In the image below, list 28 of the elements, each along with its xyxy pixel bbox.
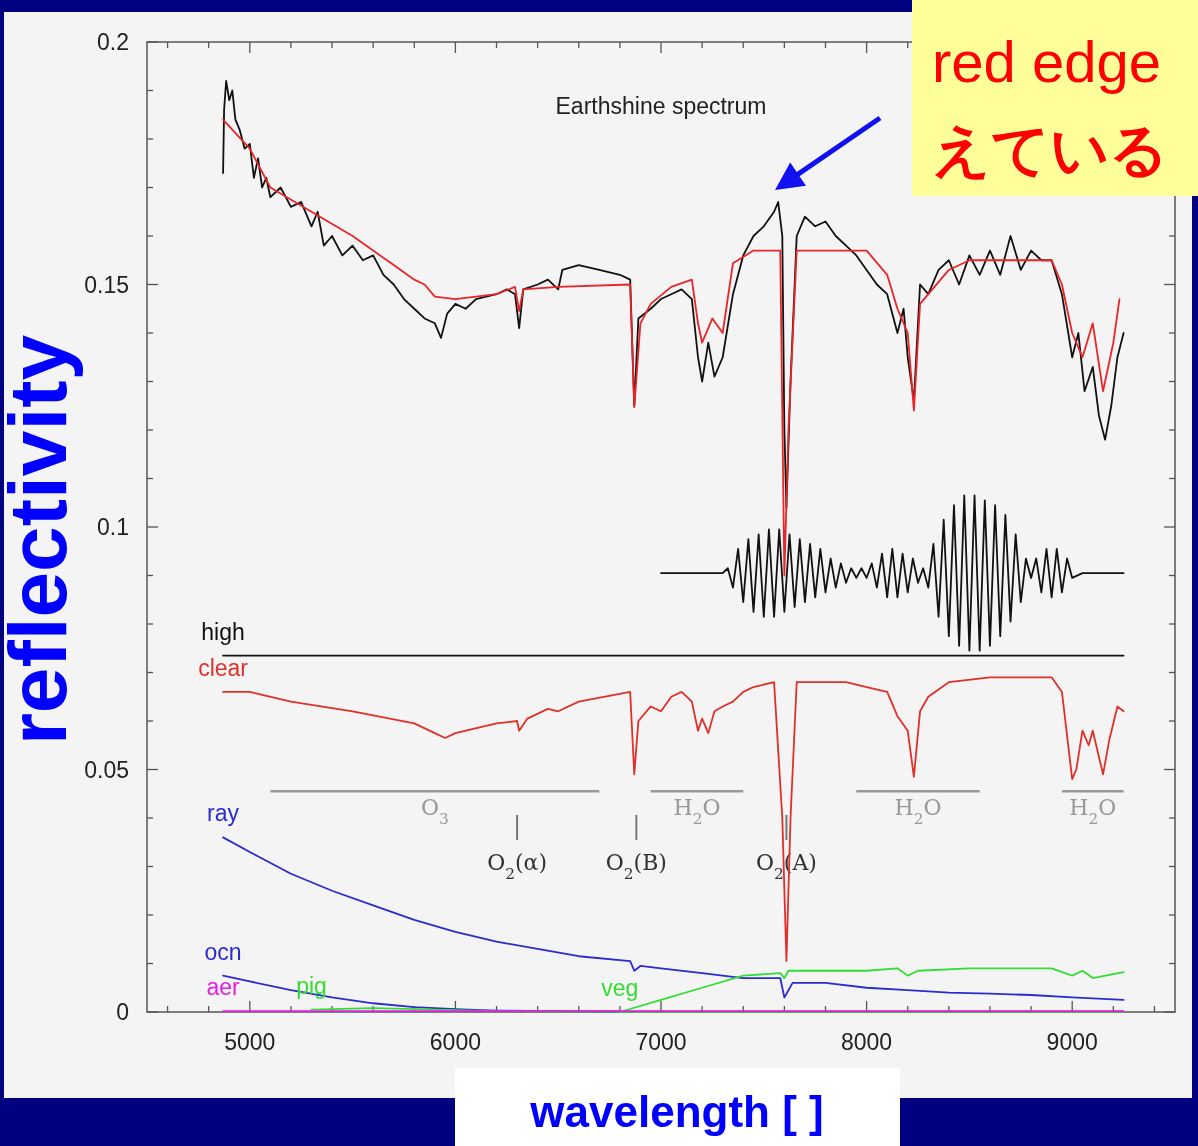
- series-label: pig: [296, 972, 327, 999]
- y-tick-label: 0: [116, 999, 129, 1025]
- series-label: aer: [206, 974, 241, 1001]
- y-tick-label: 0.15: [84, 271, 129, 298]
- y-tick-label: 0.2: [97, 29, 129, 55]
- x-tick-label: 6000: [429, 1029, 481, 1055]
- x-axis-title: wavelength [ ]: [529, 1087, 824, 1136]
- annotation: red edge: [932, 29, 1161, 94]
- series-label: high: [201, 618, 245, 645]
- y-tick-label: 0.05: [84, 756, 129, 783]
- text: Earthshine spectrum: [555, 93, 767, 119]
- x-tick-label: 9000: [1046, 1029, 1098, 1055]
- series-label: H$_{2}$O: [894, 795, 942, 829]
- series-label: clear: [198, 654, 249, 681]
- x-tick-label: 7000: [635, 1029, 687, 1055]
- ref-line-label: O$_{2}$(α): [487, 850, 548, 883]
- series-label: veg: [601, 975, 639, 1001]
- x-tick-label: 5000: [224, 1029, 276, 1055]
- y-axis-title: reflectivity: [0, 334, 83, 746]
- ref-line-label: O$_{2}$(B): [605, 850, 667, 883]
- series-label: O$_{3}$: [420, 795, 449, 829]
- series-label: H$_{2}$O: [1069, 795, 1117, 829]
- annotation: えている: [932, 117, 1168, 182]
- series-label: ocn: [204, 938, 242, 965]
- y-tick-label: 0.1: [97, 514, 129, 540]
- series-label: H$_{2}$O: [673, 795, 721, 829]
- x-tick-label: 8000: [841, 1029, 893, 1055]
- series-label: ray: [207, 800, 240, 827]
